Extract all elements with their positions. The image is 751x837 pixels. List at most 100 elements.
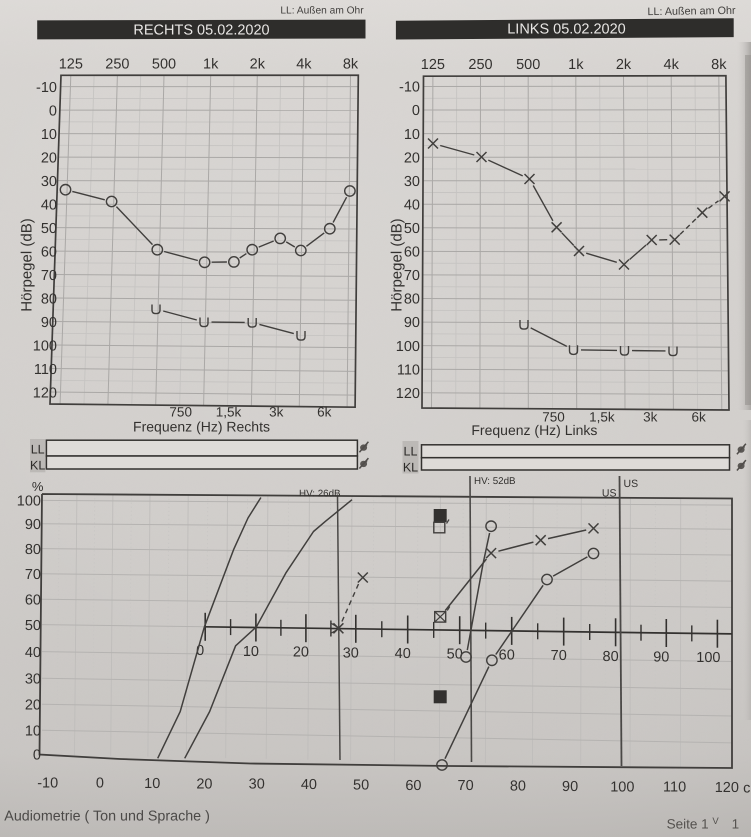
svg-text:250: 250 xyxy=(105,57,129,73)
svg-text:100: 100 xyxy=(17,494,41,510)
svg-text:%: % xyxy=(32,479,44,494)
svg-text:LL: LL xyxy=(31,443,45,457)
svg-text:100: 100 xyxy=(610,779,634,795)
svg-text:8k: 8k xyxy=(711,57,727,73)
svg-text:LL: Außen am Ohr: LL: Außen am Ohr xyxy=(280,6,364,17)
svg-text:50: 50 xyxy=(353,778,369,794)
svg-text:40: 40 xyxy=(395,646,411,662)
svg-text:Audiometrie ( Ton und Sprache: Audiometrie ( Ton und Sprache ) xyxy=(4,809,210,825)
svg-text:2k: 2k xyxy=(616,57,632,73)
svg-text:125: 125 xyxy=(59,57,83,73)
svg-text:Frequenz (Hz) Links: Frequenz (Hz) Links xyxy=(471,422,597,438)
svg-text:1,5k: 1,5k xyxy=(216,405,242,420)
svg-text:40: 40 xyxy=(301,777,317,793)
svg-text:20: 20 xyxy=(196,776,212,792)
svg-text:100: 100 xyxy=(33,338,57,354)
svg-text:10: 10 xyxy=(41,127,57,143)
svg-text:120: 120 xyxy=(33,385,57,401)
svg-text:US: US xyxy=(624,478,639,490)
svg-text:KL: KL xyxy=(30,459,45,473)
svg-text:50: 50 xyxy=(447,647,463,663)
svg-text:20: 20 xyxy=(293,645,309,661)
svg-text:50: 50 xyxy=(25,618,41,634)
svg-text:90: 90 xyxy=(404,315,420,331)
svg-text:1,5k: 1,5k xyxy=(589,410,615,425)
svg-text:US: US xyxy=(602,488,617,500)
svg-text:6k: 6k xyxy=(691,410,706,425)
svg-text:70: 70 xyxy=(404,268,420,284)
svg-text:3k: 3k xyxy=(269,405,284,420)
svg-text:110: 110 xyxy=(34,362,57,378)
svg-text:60: 60 xyxy=(41,244,57,260)
svg-text:750: 750 xyxy=(542,410,565,425)
svg-text:c: c xyxy=(743,781,750,797)
svg-text:1k: 1k xyxy=(568,57,584,73)
svg-text:70: 70 xyxy=(41,268,57,284)
svg-text:70: 70 xyxy=(551,648,567,664)
svg-text:50: 50 xyxy=(404,221,420,237)
svg-text:10: 10 xyxy=(25,724,41,740)
svg-text:1k: 1k xyxy=(203,57,219,73)
svg-text:90: 90 xyxy=(41,315,57,331)
svg-text:80: 80 xyxy=(404,292,420,308)
svg-text:80: 80 xyxy=(25,542,41,558)
svg-text:110: 110 xyxy=(663,780,686,796)
svg-text:70: 70 xyxy=(458,778,474,794)
svg-text:500: 500 xyxy=(516,57,540,73)
svg-text:LINKS 05.02.2020: LINKS 05.02.2020 xyxy=(507,21,626,37)
svg-text:90: 90 xyxy=(653,649,669,665)
svg-text:110: 110 xyxy=(397,362,420,378)
svg-text:V: V xyxy=(712,816,719,827)
svg-text:Frequenz (Hz) Rechts: Frequenz (Hz) Rechts xyxy=(133,419,270,435)
svg-text:0: 0 xyxy=(49,103,57,119)
svg-text:10: 10 xyxy=(404,127,420,143)
svg-text:100: 100 xyxy=(696,650,720,666)
svg-text:40: 40 xyxy=(25,645,41,661)
svg-text:10: 10 xyxy=(144,776,160,792)
svg-text:0: 0 xyxy=(412,103,420,119)
svg-text:-10: -10 xyxy=(37,775,58,791)
svg-text:LL: LL xyxy=(404,445,418,459)
svg-text:80: 80 xyxy=(510,779,526,795)
svg-text:6k: 6k xyxy=(317,405,332,420)
svg-text:Hörpegel (dB): Hörpegel (dB) xyxy=(389,218,406,311)
svg-text:750: 750 xyxy=(169,405,192,420)
svg-text:LL: Außen am Ohr: LL: Außen am Ohr xyxy=(647,5,736,18)
svg-text:4k: 4k xyxy=(664,57,680,73)
svg-text:Hörpegel (dB): Hörpegel (dB) xyxy=(19,218,36,311)
svg-text:-10: -10 xyxy=(399,80,420,96)
svg-text:0: 0 xyxy=(196,643,204,659)
svg-text:500: 500 xyxy=(152,57,176,73)
svg-text:0: 0 xyxy=(96,776,104,792)
svg-text:60: 60 xyxy=(405,778,421,794)
svg-text:2k: 2k xyxy=(250,57,266,73)
svg-text:RECHTS 05.02.2020: RECHTS 05.02.2020 xyxy=(133,23,269,39)
svg-text:30: 30 xyxy=(404,174,420,190)
svg-text:90: 90 xyxy=(562,779,578,795)
svg-text:30: 30 xyxy=(343,645,359,661)
svg-text:40: 40 xyxy=(41,197,57,213)
svg-text:10: 10 xyxy=(243,644,259,660)
svg-text:60: 60 xyxy=(404,245,420,261)
svg-text:120: 120 xyxy=(715,780,739,796)
svg-text:30: 30 xyxy=(41,174,57,190)
svg-text:HV: 52dB: HV: 52dB xyxy=(474,476,516,487)
svg-text:30: 30 xyxy=(25,672,41,688)
svg-text:60: 60 xyxy=(499,647,515,663)
svg-text:40: 40 xyxy=(404,197,420,213)
svg-text:20: 20 xyxy=(25,698,41,714)
svg-text:50: 50 xyxy=(41,221,57,237)
svg-text:8k: 8k xyxy=(343,57,359,73)
svg-text:0: 0 xyxy=(33,748,41,764)
svg-text:20: 20 xyxy=(404,150,420,166)
svg-text:80: 80 xyxy=(603,649,619,665)
svg-text:30: 30 xyxy=(249,777,265,793)
svg-text:250: 250 xyxy=(468,57,492,73)
svg-text:1: 1 xyxy=(732,816,740,831)
svg-text:KL: KL xyxy=(403,461,418,475)
svg-text:70: 70 xyxy=(25,567,41,583)
svg-text:4k: 4k xyxy=(296,57,312,73)
svg-text:HV: 26dB: HV: 26dB xyxy=(299,489,341,500)
svg-text:100: 100 xyxy=(396,339,420,355)
svg-text:120: 120 xyxy=(396,386,420,402)
